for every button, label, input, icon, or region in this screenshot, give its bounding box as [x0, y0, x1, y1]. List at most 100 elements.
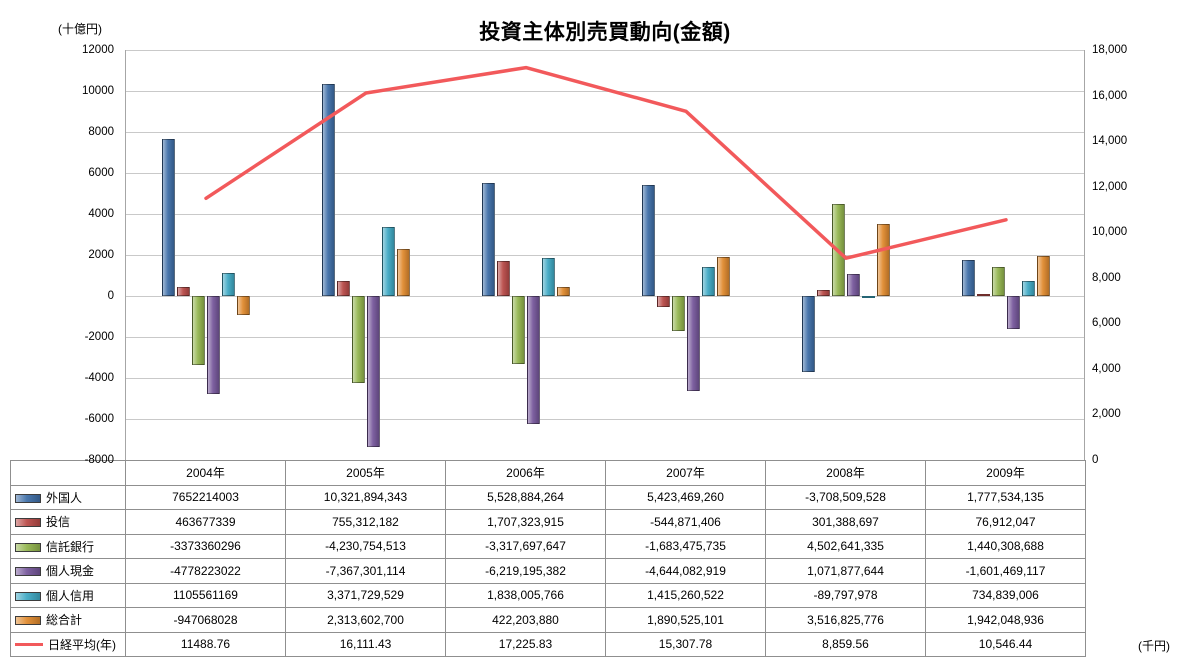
- table-cell: -4,644,082,919: [605, 558, 766, 584]
- right-axis-tick: 12,000: [1092, 180, 1128, 193]
- table-cell: 8,859.56: [765, 631, 926, 657]
- left-axis-unit-label: (十億円): [58, 22, 102, 36]
- table-header-cell: 2006年: [445, 460, 606, 486]
- bar-総合計-2004年: [237, 296, 250, 316]
- table-cell: 5,528,884,264: [445, 484, 606, 510]
- bar-個人信用-2007年: [702, 267, 715, 296]
- table-cell: -89,797,978: [765, 582, 926, 608]
- table-row: 投信 463677339 755,312,182 1,707,323,915 -544,…: [10, 509, 1086, 535]
- left-axis-tick: -8000: [84, 454, 114, 466]
- right-axis-tick: 0: [1092, 454, 1099, 466]
- bar-外国人-2008年: [802, 296, 815, 372]
- bar-総合計-2008年: [877, 223, 890, 296]
- bar-個人現金-2008年: [847, 274, 860, 296]
- table-cell: 4,502,641,335: [765, 533, 926, 559]
- legend-key-icon: [15, 493, 41, 503]
- table-cell: 301,388,697: [765, 509, 926, 535]
- gridline: [126, 295, 1084, 297]
- left-axis-tick: 10000: [82, 85, 114, 97]
- gridline: [126, 418, 1084, 420]
- data-table: 2004年 2005年 2006年 2007年 2008年 2009年 外国人 7652214…: [10, 460, 1086, 657]
- bar-個人現金-2004年: [207, 296, 220, 394]
- bar-外国人-2007年: [642, 184, 655, 296]
- bar-外国人-2006年: [482, 182, 495, 296]
- gridline: [126, 459, 1084, 461]
- bar-個人現金-2006年: [527, 296, 540, 424]
- bar-総合計-2009年: [1037, 256, 1050, 296]
- bar-投信-2005年: [337, 280, 350, 296]
- table-cell: 2,313,602,700: [285, 607, 446, 633]
- gridline: [126, 49, 1084, 51]
- table-cell: 10,546.44: [925, 631, 1086, 657]
- series-label: 日経平均(年): [48, 637, 116, 652]
- right-axis-tick: 4,000: [1092, 362, 1121, 375]
- series-label-cell: 総合計: [10, 607, 126, 633]
- right-axis-tick: 16,000: [1092, 89, 1128, 102]
- table-cell: -7,367,301,114: [285, 558, 446, 584]
- right-axis-unit-label: (千円): [1138, 639, 1170, 653]
- plot-area: [125, 49, 1085, 461]
- bar-信託銀行-2007年: [672, 296, 685, 331]
- legend-key-icon: [15, 567, 41, 577]
- left-axis-tick: 0: [107, 290, 114, 302]
- bar-信託銀行-2004年: [192, 296, 205, 366]
- table-cell: -3,708,509,528: [765, 484, 926, 510]
- bar-信託銀行-2009年: [992, 266, 1005, 296]
- table-cell: -3,317,697,647: [445, 533, 606, 559]
- right-axis-tick: 10,000: [1092, 226, 1128, 239]
- bar-投信-2004年: [177, 286, 190, 296]
- bar-総合計-2005年: [397, 248, 410, 296]
- table-row: 総合計 -947068028 2,313,602,700 422,203,880 1,8…: [10, 607, 1086, 633]
- bar-信託銀行-2008年: [832, 203, 845, 296]
- legend-line-icon: [15, 643, 43, 647]
- legend-key-icon: [15, 591, 41, 601]
- table-cell: -4778223022: [125, 558, 286, 584]
- gridline: [126, 172, 1084, 174]
- bar-信託銀行-2006年: [512, 296, 525, 364]
- bar-総合計-2006年: [557, 287, 570, 296]
- table-cell: 1,440,308,688: [925, 533, 1086, 559]
- table-cell: 422,203,880: [445, 607, 606, 633]
- bar-投信-2008年: [817, 289, 830, 296]
- bar-個人現金-2007年: [687, 296, 700, 392]
- table-cell: 1,890,525,101: [605, 607, 766, 633]
- left-axis-tick: -6000: [84, 413, 114, 425]
- table-cell: -6,219,195,382: [445, 558, 606, 584]
- series-label: 投信: [46, 515, 71, 530]
- gridline: [126, 336, 1084, 338]
- left-axis-tick: 2000: [88, 249, 114, 261]
- series-label-cell: 個人現金: [10, 558, 126, 584]
- chart-title: 投資主体別売買動向(金額): [479, 21, 731, 44]
- table-cell: 10,321,894,343: [285, 484, 446, 510]
- bar-個人信用-2006年: [542, 258, 555, 296]
- table-cell: 1,777,534,135: [925, 484, 1086, 510]
- table-row: 外国人 7652214003 10,321,894,343 5,528,884,264…: [10, 484, 1086, 510]
- table-header-cell: 2009年: [925, 460, 1086, 486]
- table-cell: 1,071,877,644: [765, 558, 926, 584]
- bar-個人現金-2009年: [1007, 296, 1020, 329]
- table-cell: 1105561169: [125, 582, 286, 608]
- bar-信託銀行-2005年: [352, 296, 365, 383]
- table-cell: 17,225.83: [445, 631, 606, 657]
- table-row: 個人信用 1105561169 3,371,729,529 1,838,005,766…: [10, 582, 1086, 608]
- table-row: 日経平均(年) 11488.76 16,111.43 17,225.83 15,307.…: [10, 631, 1086, 657]
- right-axis-tick: 6,000: [1092, 317, 1121, 330]
- right-axis-tick: 8,000: [1092, 271, 1121, 284]
- table-cell: 5,423,469,260: [605, 484, 766, 510]
- right-axis-tick: 2,000: [1092, 408, 1121, 421]
- left-axis-tick: 12000: [82, 44, 114, 56]
- gridline: [126, 213, 1084, 215]
- right-axis-tick: 14,000: [1092, 135, 1128, 148]
- bar-外国人-2004年: [162, 139, 175, 296]
- bar-総合計-2007年: [717, 257, 730, 296]
- bar-個人信用-2009年: [1022, 280, 1035, 296]
- series-label-cell: 外国人: [10, 484, 126, 510]
- table-header-row: 2004年 2005年 2006年 2007年 2008年 2009年: [10, 460, 1086, 486]
- series-label-cell: 信託銀行: [10, 533, 126, 559]
- legend-key-icon: [15, 616, 41, 626]
- table-cell: 3,371,729,529: [285, 582, 446, 608]
- table-cell: -1,683,475,735: [605, 533, 766, 559]
- table-cell: -3373360296: [125, 533, 286, 559]
- series-label: 総合計: [46, 613, 83, 628]
